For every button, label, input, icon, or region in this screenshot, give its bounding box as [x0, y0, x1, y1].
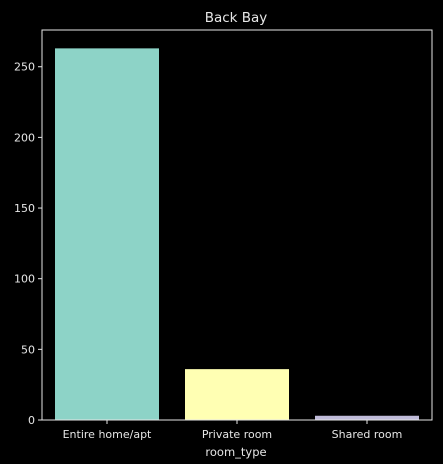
- x-tick-label: Entire home/apt: [63, 428, 152, 441]
- x-tick-label: Shared room: [332, 428, 403, 441]
- y-ticks-group: 0 50 100 150 200 250: [14, 61, 42, 427]
- axes-frame: [41, 29, 433, 421]
- x-axis-label: room_type: [205, 445, 266, 459]
- chart-title: Back Bay: [205, 10, 268, 26]
- bars-group: [55, 48, 419, 420]
- x-tick-label: Private room: [202, 428, 272, 441]
- y-tick-label: 150: [14, 202, 35, 215]
- y-tick-label: 0: [28, 414, 35, 427]
- y-tick-label: 50: [21, 343, 35, 356]
- y-tick-label: 200: [14, 131, 35, 144]
- bar-private-room: [185, 369, 289, 420]
- bar-entire-home-apt: [55, 48, 159, 420]
- y-tick-label: 250: [14, 61, 35, 74]
- x-ticks-group: Entire home/apt Private room Shared room: [63, 420, 403, 441]
- y-tick-label: 100: [14, 273, 35, 286]
- bar-shared-room: [315, 415, 419, 420]
